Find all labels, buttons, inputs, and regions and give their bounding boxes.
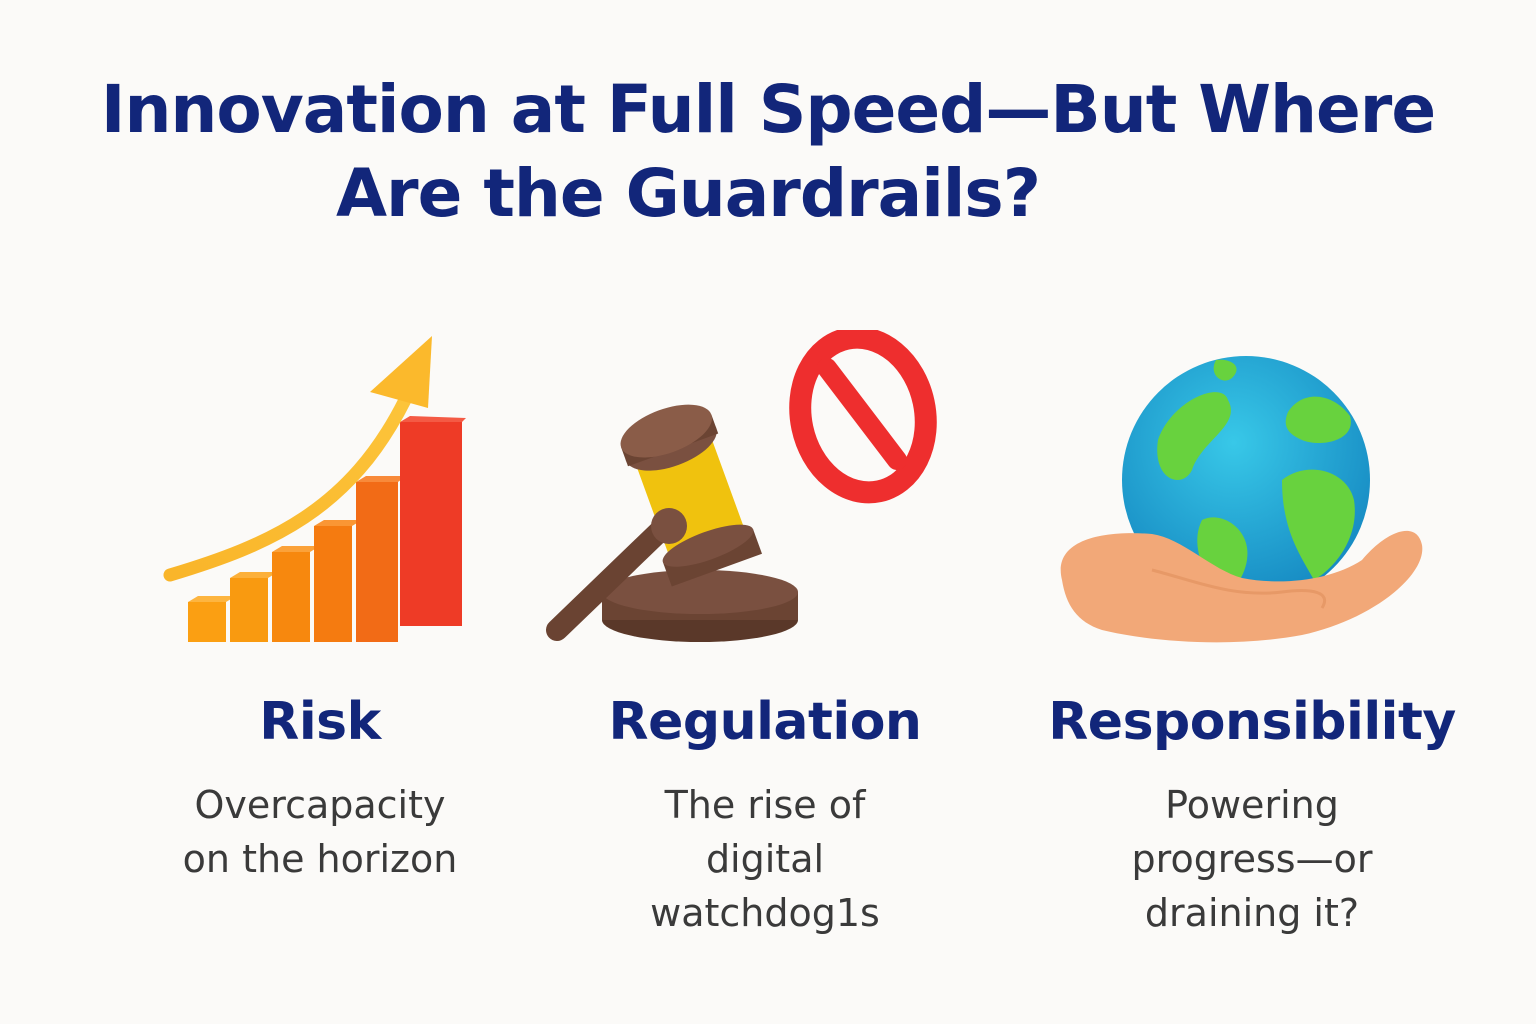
regulation-description: The rise of digital watchdog1s bbox=[650, 783, 880, 935]
title-line-2: Are the Guardrails? bbox=[335, 155, 1041, 232]
globe-in-hand-icon bbox=[1032, 330, 1472, 670]
responsibility-heading: Responsibility bbox=[1048, 692, 1456, 752]
page-title: Innovation at Full Speed—But Where Are t… bbox=[0, 68, 1536, 236]
regulation-heading: Regulation bbox=[608, 692, 922, 752]
responsibility-column: Responsibility Powering progress—or drai… bbox=[1032, 330, 1472, 940]
title-line-1: Innovation at Full Speed—But Where bbox=[100, 71, 1436, 148]
gavel-prohibition-icon bbox=[545, 330, 985, 670]
rising-bar-chart-arrow-icon bbox=[100, 330, 540, 670]
responsibility-description: Powering progress—or draining it? bbox=[1131, 783, 1373, 935]
regulation-column: Regulation The rise of digital watchdog1… bbox=[545, 330, 985, 940]
risk-column: Risk Overcapacity on the horizon bbox=[100, 330, 540, 886]
risk-heading: Risk bbox=[259, 692, 381, 752]
risk-description: Overcapacity on the horizon bbox=[182, 783, 458, 881]
prohibition-icon bbox=[789, 330, 937, 504]
